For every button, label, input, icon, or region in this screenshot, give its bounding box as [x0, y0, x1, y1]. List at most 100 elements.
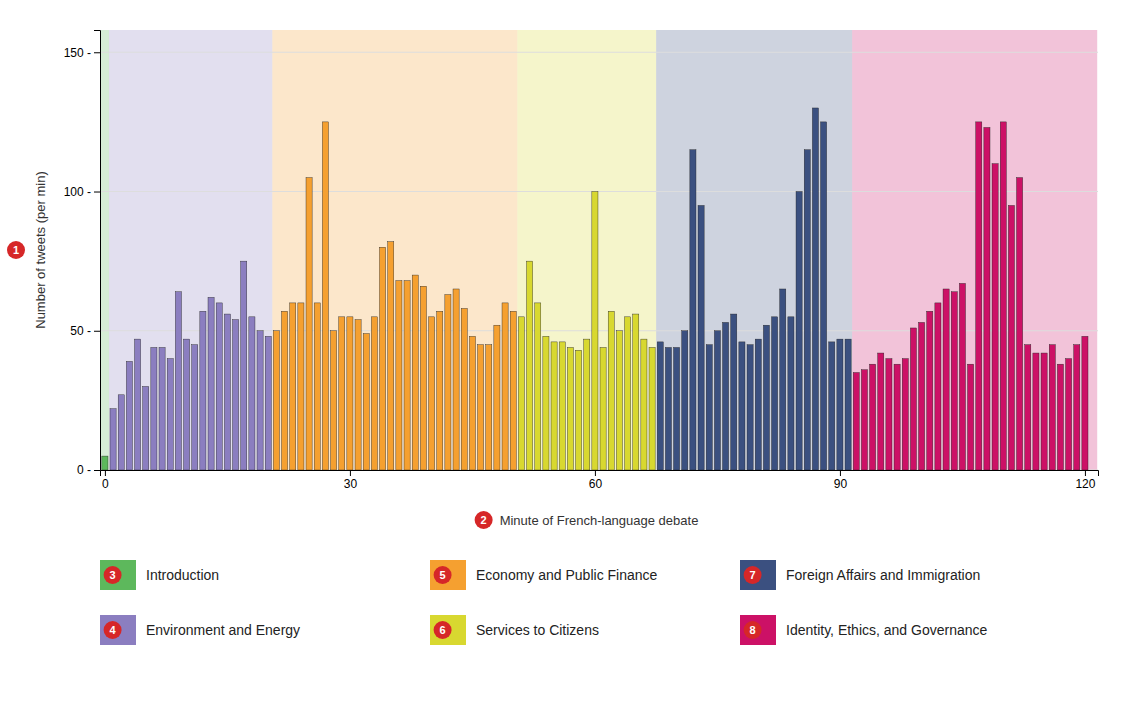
legend-item: 5Economy and Public Finance — [430, 560, 658, 590]
bar — [224, 314, 230, 470]
badge-label: 8 — [750, 624, 756, 636]
badge: 6 — [434, 621, 452, 639]
x-tick-label: 90 — [834, 477, 848, 491]
bar — [845, 339, 851, 470]
plot-area: 03060901200 -50 -100 -150 - — [64, 30, 1099, 491]
bar — [298, 303, 304, 470]
bar — [241, 261, 247, 470]
badge-circle — [475, 511, 493, 529]
bar — [331, 331, 337, 470]
bar — [927, 311, 933, 470]
y-tick-mark — [94, 331, 100, 332]
bar — [200, 311, 206, 470]
bar — [118, 395, 124, 470]
x-tick-mark — [1085, 470, 1086, 476]
y-axis: 0 -50 -100 -150 - — [64, 31, 101, 478]
legend-swatch — [430, 615, 466, 645]
bar — [1049, 345, 1055, 470]
badge-label: 1 — [13, 244, 19, 256]
grid-line — [100, 52, 1098, 53]
bar — [698, 205, 704, 470]
bar — [388, 242, 394, 470]
badge-label: 4 — [110, 624, 117, 636]
badge: 7 — [744, 566, 762, 584]
badge-label: 2 — [481, 514, 487, 526]
bar — [690, 150, 696, 470]
legend-label: Identity, Ethics, and Governance — [786, 622, 988, 638]
axis-domain — [94, 31, 101, 471]
badge: 1 — [7, 241, 25, 259]
x-tick: 30 — [344, 470, 358, 491]
bar — [747, 345, 753, 470]
x-tick-label: 30 — [344, 477, 358, 491]
badge-circle — [104, 621, 122, 639]
bar — [951, 292, 957, 470]
y-tick-mark — [94, 470, 100, 471]
bar — [437, 311, 443, 470]
legend-item: 8 Identity, Ethics, and Governance — [740, 615, 988, 645]
x-tick-mark — [595, 470, 596, 476]
bar — [339, 317, 345, 470]
bar — [682, 331, 688, 470]
legend-label: Environment and Energy — [146, 622, 300, 638]
bar — [706, 345, 712, 470]
bar — [420, 286, 426, 470]
bar — [1025, 345, 1031, 470]
section-shade — [517, 30, 656, 470]
x-tick-mark — [840, 470, 841, 476]
bar — [453, 289, 459, 470]
y-tick: 150 - — [64, 46, 100, 60]
badge-circle — [434, 566, 452, 584]
bar — [233, 320, 239, 470]
bar — [494, 325, 500, 470]
bar — [518, 317, 524, 470]
bar — [1017, 178, 1023, 470]
bar — [1008, 205, 1014, 470]
bar — [992, 164, 998, 470]
legend-label: Introduction — [146, 567, 219, 583]
x-tick-label: 120 — [1075, 477, 1095, 491]
bar — [404, 281, 410, 470]
chart: 03060901200 -50 -100 -150 -Number of twe… — [0, 0, 1133, 705]
legend-swatch — [740, 615, 776, 645]
badge: 3 — [104, 566, 122, 584]
legend-swatch — [100, 615, 136, 645]
bar — [837, 339, 843, 470]
grid — [100, 52, 1098, 470]
bar — [429, 317, 435, 470]
badge-label: 5 — [440, 569, 446, 581]
bar — [755, 339, 761, 470]
bar — [412, 275, 418, 470]
y-tick-label: 100 - — [64, 185, 91, 199]
bar — [902, 359, 908, 470]
axis-domain — [101, 471, 1099, 477]
section-shade — [101, 30, 109, 470]
bar — [984, 127, 990, 470]
bar — [861, 370, 867, 470]
bar — [1000, 122, 1006, 470]
bar — [625, 317, 631, 470]
bar — [380, 247, 386, 470]
bar — [592, 192, 598, 470]
badge: 4 — [104, 621, 122, 639]
y-tick-label: 150 - — [64, 46, 91, 60]
bar — [829, 342, 835, 470]
section-shade — [109, 30, 272, 470]
legend-item: 4 Environment and Energy — [100, 615, 300, 645]
bar — [600, 347, 606, 470]
marks — [101, 30, 1097, 470]
x-axis-title: Minute of French-language debate — [500, 513, 699, 528]
bar — [469, 336, 475, 470]
bar — [461, 308, 467, 470]
bar — [608, 311, 614, 470]
legend-label: Foreign Affairs and Immigration — [786, 567, 980, 583]
bar — [510, 311, 516, 470]
bar — [216, 303, 222, 470]
bar — [151, 347, 157, 470]
legend-swatch — [100, 560, 136, 590]
bar — [935, 303, 941, 470]
badge-circle — [434, 621, 452, 639]
bar — [551, 342, 557, 470]
bar — [976, 122, 982, 470]
section-shade — [272, 30, 517, 470]
